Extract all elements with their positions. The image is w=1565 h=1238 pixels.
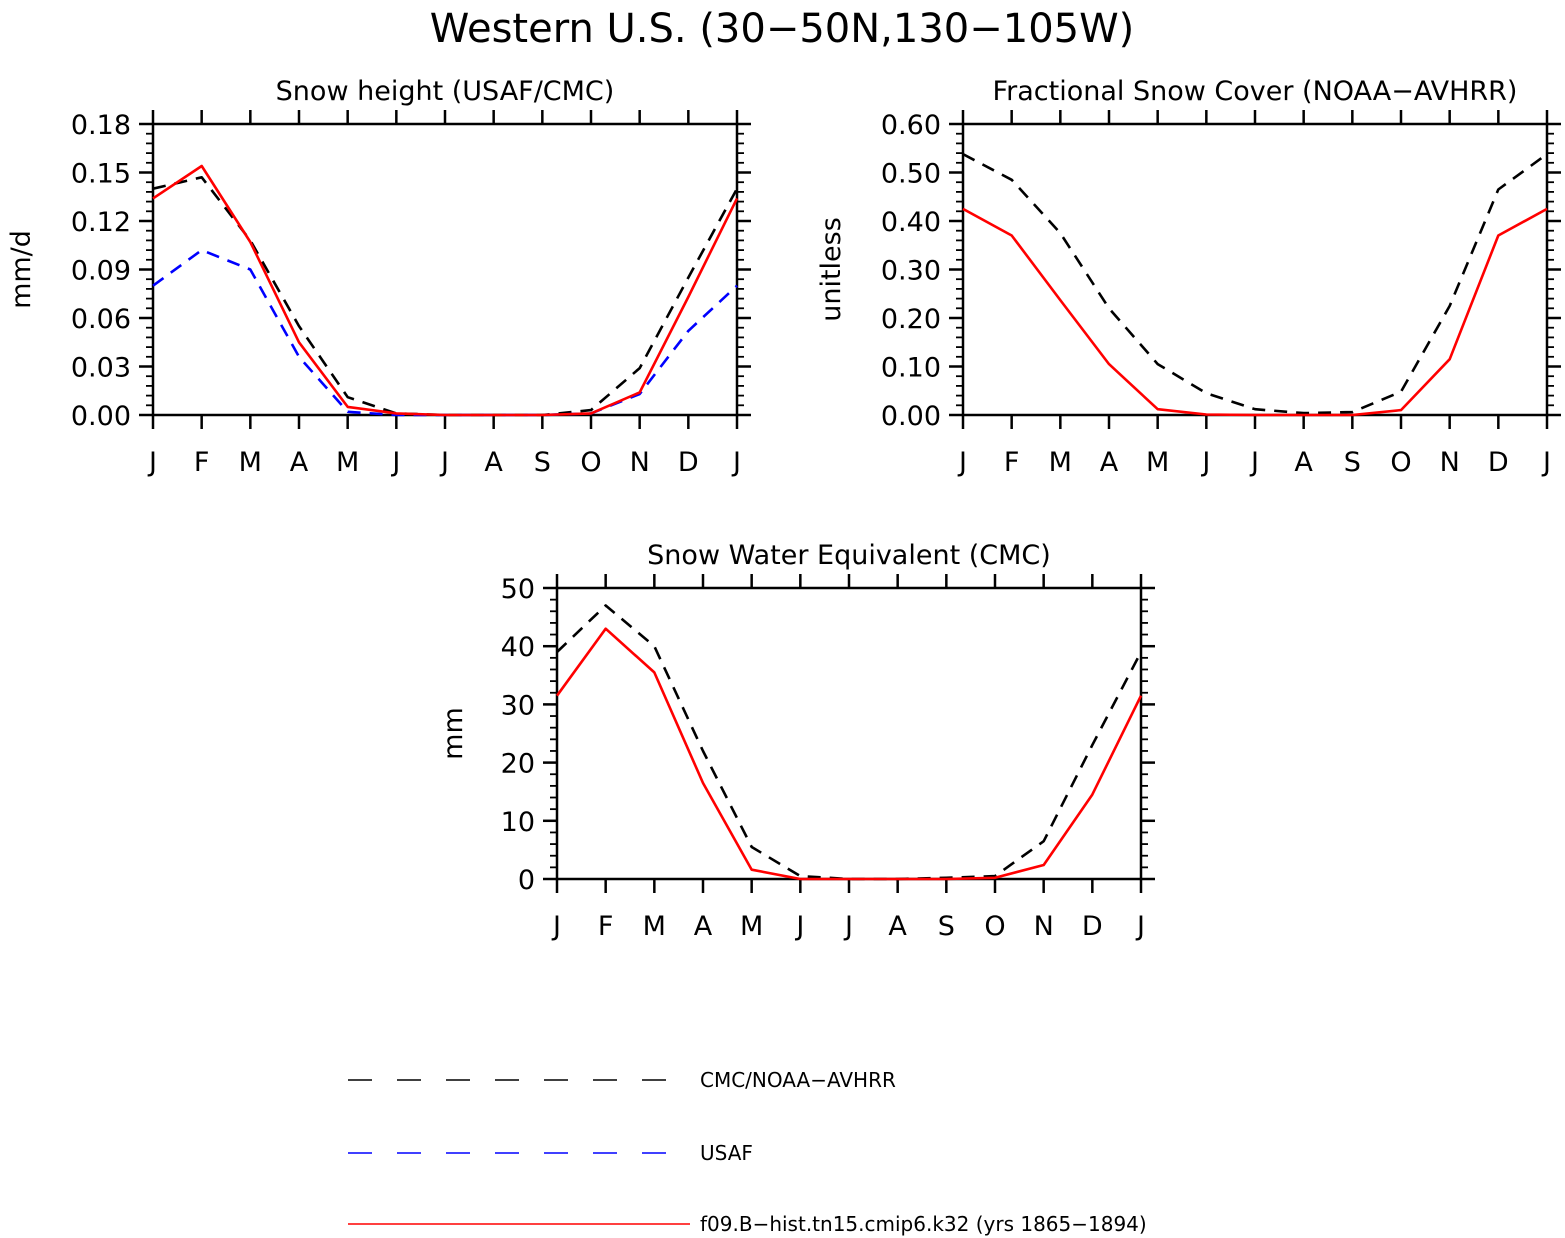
x-tick-label: J xyxy=(390,447,400,478)
x-tick-label: D xyxy=(1082,911,1103,942)
y-tick-label: 0.00 xyxy=(881,401,941,432)
y-tick-label: 0.00 xyxy=(71,401,131,432)
panel-1: Snow height (USAF/CMC) mm/d 0.00 0.03 0.06 0.… xyxy=(6,76,751,478)
legend-item-usaf: USAF xyxy=(348,1141,753,1165)
legend-label: USAF xyxy=(700,1141,753,1165)
y-axis-label: mm xyxy=(438,707,469,760)
y-tick-label: 0.50 xyxy=(881,159,941,190)
series-line-model xyxy=(962,207,1548,417)
panel-title: Snow Water Equivalent (CMC) xyxy=(647,540,1051,571)
y-tick-label: 0.10 xyxy=(881,353,941,384)
x-tick-label: A xyxy=(888,911,907,942)
legend-label: CMC/NOAA−AVHRR xyxy=(700,1068,896,1092)
x-tick-label: J xyxy=(794,911,804,942)
legend-item-model: f09.B−hist.tn15.cmip6.k32 (yrs 1865−1894… xyxy=(348,1212,1147,1236)
series-line-obs xyxy=(152,176,739,417)
legend-item-obs: CMC/NOAA−AVHRR xyxy=(348,1068,896,1092)
x-tick-label: J xyxy=(1249,447,1259,478)
y-tick-label: 0.40 xyxy=(881,207,941,238)
x-tick-label: J xyxy=(147,447,157,478)
x-tick-label: J xyxy=(1135,911,1145,942)
panel-title: Snow height (USAF/CMC) xyxy=(276,76,615,107)
legend: CMC/NOAA−AVHRR USAF f09.B−hist.tn15.cmip6.… xyxy=(348,1068,1147,1236)
y-tick-label: 40 xyxy=(501,632,535,663)
y-tick-label: 0.03 xyxy=(71,353,131,384)
y-axis-label: unitless xyxy=(816,217,847,322)
y-tick-label: 0 xyxy=(518,865,535,896)
x-tick-label: F xyxy=(1004,447,1020,478)
y-tick-label: 0.09 xyxy=(71,256,131,287)
x-tick-label: A xyxy=(484,447,503,478)
series-line-obs xyxy=(556,604,1143,881)
series-line-model xyxy=(555,627,1143,881)
y-tick-label: 0.18 xyxy=(71,110,131,141)
y-tick-label: 30 xyxy=(501,690,535,721)
x-tick-label: J xyxy=(439,447,449,478)
series-line-obs xyxy=(962,152,1548,415)
series-line-model xyxy=(152,164,739,417)
x-tick-label: J xyxy=(957,447,967,478)
x-tick-label: M xyxy=(239,447,262,478)
y-tick-label: 20 xyxy=(501,749,535,780)
x-tick-label: F xyxy=(194,447,210,478)
x-tick-label: S xyxy=(938,911,955,942)
x-tick-label: J xyxy=(843,911,853,942)
x-tick-label: O xyxy=(984,911,1005,942)
x-tick-label: M xyxy=(1146,447,1169,478)
x-tick-label: D xyxy=(678,447,699,478)
x-tick-label: N xyxy=(1034,911,1054,942)
x-tick-label: J xyxy=(551,911,561,942)
legend-label: f09.B−hist.tn15.cmip6.k32 (yrs 1865−1894… xyxy=(700,1212,1147,1236)
x-tick-label: S xyxy=(1344,447,1361,478)
x-tick-label: A xyxy=(1294,447,1313,478)
x-tick-label: J xyxy=(1541,447,1551,478)
panel-2: Fractional Snow Cover (NOAA−AVHRR) unitle… xyxy=(816,76,1561,478)
x-tick-label: O xyxy=(1390,447,1411,478)
y-tick-label: 0.06 xyxy=(71,304,131,335)
x-tick-label: M xyxy=(740,911,763,942)
panels: Snow height (USAF/CMC) mm/d 0.00 0.03 0.06 0.… xyxy=(6,76,1561,942)
x-tick-label: M xyxy=(1049,447,1072,478)
x-tick-label: N xyxy=(1440,447,1460,478)
y-tick-label: 0.12 xyxy=(71,207,131,238)
x-tick-label: J xyxy=(731,447,741,478)
series-line-usaf xyxy=(152,248,738,417)
x-tick-label: N xyxy=(630,447,650,478)
y-tick-label: 0.20 xyxy=(881,304,941,335)
x-tick-label: A xyxy=(1100,447,1119,478)
x-tick-label: A xyxy=(694,911,713,942)
panel-title: Fractional Snow Cover (NOAA−AVHRR) xyxy=(993,76,1518,107)
plot-frame xyxy=(555,586,1143,881)
plot-frame xyxy=(961,122,1549,417)
x-tick-label: F xyxy=(598,911,614,942)
y-axis-label: mm/d xyxy=(6,230,37,309)
y-tick-label: 0.15 xyxy=(71,159,131,190)
y-tick-label: 0.30 xyxy=(881,256,941,287)
x-tick-label: S xyxy=(534,447,551,478)
y-tick-label: 10 xyxy=(501,807,535,838)
x-tick-label: O xyxy=(580,447,601,478)
x-tick-label: A xyxy=(290,447,309,478)
x-tick-label: D xyxy=(1488,447,1509,478)
x-tick-label: M xyxy=(643,911,666,942)
x-tick-label: M xyxy=(336,447,359,478)
y-tick-label: 50 xyxy=(501,574,535,605)
panel-3: Snow Water Equivalent (CMC) mm 0 10 20 30 40 50… xyxy=(438,540,1155,942)
y-tick-label: 0.60 xyxy=(881,110,941,141)
x-tick-label: J xyxy=(1200,447,1210,478)
main-title: Western U.S. (30−50N,130−105W) xyxy=(430,6,1135,52)
